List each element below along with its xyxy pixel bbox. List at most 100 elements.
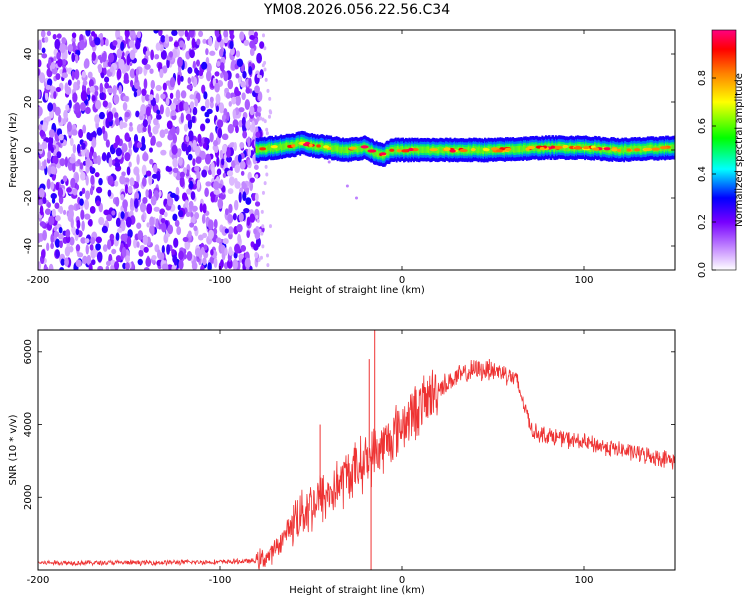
noise-cell — [143, 78, 148, 90]
noise-cell — [107, 175, 114, 186]
noise-cell — [124, 132, 130, 142]
snr-ytick-label: 4000 — [23, 412, 34, 437]
noise-cell — [264, 164, 268, 169]
noise-cell — [107, 111, 114, 122]
snr-panel: -200 -100 0 100 2000 4000 6000 Height of strai… — [8, 329, 676, 596]
noise-cell — [199, 150, 206, 161]
spectrogram-xtick-label: -200 — [27, 275, 50, 286]
noise-cell — [167, 36, 174, 42]
signal-peak-cell — [555, 145, 563, 150]
noise-cell — [85, 157, 91, 168]
noise-cell — [116, 68, 122, 80]
noise-cell — [112, 40, 118, 46]
noise-cell — [189, 94, 195, 100]
noise-cell — [134, 191, 140, 201]
signal-peak-cell — [582, 145, 590, 150]
noise-cell — [163, 211, 168, 218]
noise-cell — [55, 87, 62, 93]
noise-cell — [142, 119, 148, 128]
noise-cell — [187, 118, 193, 130]
noise-cell — [160, 34, 166, 43]
noise-cell — [95, 243, 101, 251]
noise-cell — [203, 91, 208, 100]
noise-cell — [127, 229, 133, 239]
noise-cell — [42, 229, 48, 241]
noise-cell — [64, 156, 69, 168]
noise-cell — [157, 249, 161, 259]
noise-cell — [213, 189, 220, 195]
signal-peak-cell — [651, 147, 660, 151]
noise-cell — [40, 30, 46, 38]
noise-cell — [72, 92, 78, 103]
noise-cell — [143, 266, 150, 270]
noise-cell — [98, 111, 105, 120]
noise-cell — [76, 79, 81, 86]
noise-cell — [182, 236, 189, 243]
spectrogram-ylabel: Frequency (Hz) — [8, 112, 19, 188]
noise-cell — [115, 232, 120, 241]
noise-cell — [266, 263, 270, 268]
noise-cell — [253, 37, 259, 44]
noise-cell — [115, 117, 120, 127]
noise-cell — [141, 93, 146, 103]
spectrogram-ytick-label: 0 — [23, 147, 34, 153]
noise-cell — [71, 52, 76, 63]
noise-cell — [120, 233, 127, 242]
noise-cell — [188, 30, 195, 38]
noise-cell — [64, 257, 69, 267]
noise-cell — [87, 71, 93, 79]
noise-cell — [141, 214, 145, 221]
noise-cell — [259, 75, 263, 80]
noise-cell — [58, 226, 63, 234]
noise-cell — [48, 215, 55, 226]
noise-cell — [177, 56, 183, 68]
noise-cell — [226, 170, 234, 177]
signal-peak-cell — [490, 147, 500, 151]
noise-cell — [145, 50, 151, 57]
noise-cell — [120, 193, 125, 201]
noise-cell — [85, 175, 89, 186]
noise-cell — [185, 113, 192, 121]
noise-cell — [145, 189, 149, 198]
noise-cell — [39, 129, 46, 137]
spectrogram-ytick-label: -20 — [23, 190, 34, 206]
noise-cell — [150, 49, 155, 61]
signal-peak-cell — [389, 148, 395, 152]
noise-cell — [112, 85, 117, 96]
noise-cell — [144, 64, 151, 70]
noise-cell — [255, 131, 261, 138]
noise-cell — [185, 211, 191, 217]
noise-cell — [142, 234, 149, 245]
noise-cell — [69, 157, 76, 164]
noise-cell — [202, 232, 208, 238]
noise-cell — [137, 258, 143, 266]
noise-cell — [200, 123, 206, 132]
noise-cell — [227, 79, 234, 90]
noise-cell — [254, 31, 258, 38]
signal-peak-cell — [603, 147, 611, 151]
noise-cell — [169, 92, 174, 100]
noise-cell — [71, 129, 78, 136]
noise-cell — [230, 47, 235, 56]
noise-cell — [59, 42, 66, 54]
noise-cell — [54, 238, 61, 248]
colorbar-tick-label: 0.8 — [697, 70, 708, 86]
noise-cell — [249, 47, 255, 57]
noise-cell — [228, 246, 233, 256]
noise-cell — [201, 84, 206, 94]
noise-cell — [265, 131, 269, 136]
noise-cell — [145, 106, 151, 117]
noise-cell — [97, 265, 104, 270]
spectrogram-cells — [38, 30, 675, 270]
noise-cell — [161, 245, 165, 254]
noise-cell — [56, 52, 61, 60]
noise-cell — [57, 58, 63, 68]
noise-cell — [186, 188, 193, 195]
noise-cell — [60, 258, 65, 266]
noise-cell — [65, 104, 70, 111]
noise-cell — [80, 209, 85, 220]
noise-cell — [79, 191, 83, 197]
noise-cell — [238, 212, 244, 223]
noise-cell — [139, 110, 144, 117]
noise-cell — [234, 90, 242, 96]
